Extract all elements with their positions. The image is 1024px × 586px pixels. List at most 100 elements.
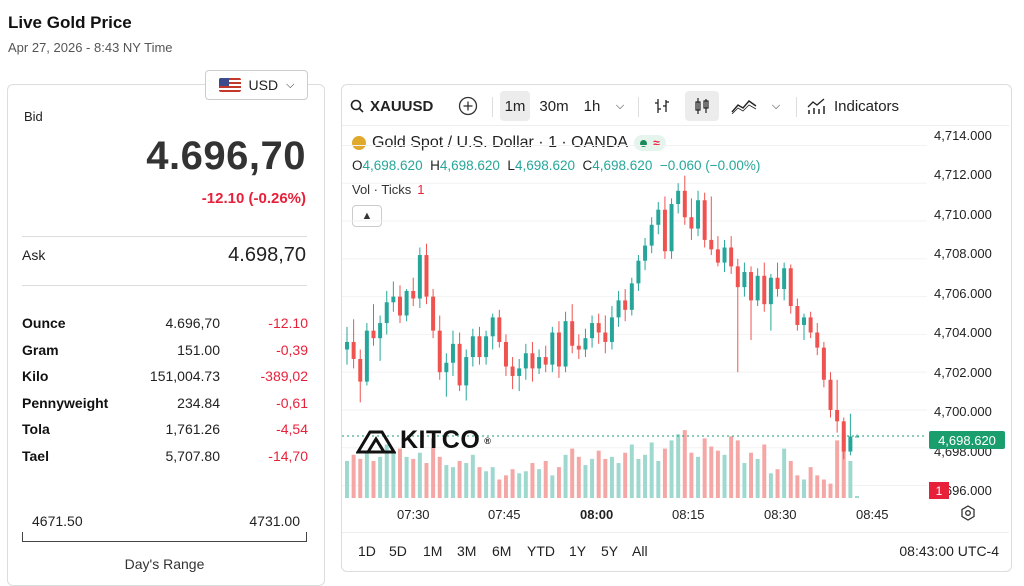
range-button-3m[interactable]: 3M xyxy=(457,543,477,559)
price-axis-label: 4,702.000 xyxy=(934,365,992,380)
candle-body xyxy=(503,341,508,367)
volume-bar xyxy=(609,456,614,498)
interval-30m[interactable]: 30m xyxy=(539,97,569,115)
chevron-down-icon: ⌵ xyxy=(615,99,625,112)
chart-widget xyxy=(341,84,1012,572)
candle-body xyxy=(768,277,773,305)
volume-bar xyxy=(543,460,548,498)
candle-body xyxy=(603,332,608,342)
interval-1m[interactable]: 1m xyxy=(500,91,530,121)
candle-body xyxy=(424,255,429,297)
currency-select[interactable]: USD ⌵ xyxy=(205,70,308,100)
unit-row: Tael 5,707.80 -14,70 xyxy=(22,448,308,468)
unit-name: Gram xyxy=(22,342,59,358)
unit-row: Kilo 151,004.73 -389,02 xyxy=(22,368,308,388)
range-button-1y[interactable]: 1Y xyxy=(569,543,587,559)
volume-bar xyxy=(815,475,820,498)
range-button-6m[interactable]: 6M xyxy=(492,543,512,559)
volume-bar xyxy=(835,440,840,498)
volume-bar xyxy=(603,458,608,498)
compare-symbol-button[interactable] xyxy=(454,91,482,121)
ask-label: Ask xyxy=(22,247,46,263)
range-button-1m[interactable]: 1M xyxy=(423,543,443,559)
volume-bar xyxy=(669,440,674,498)
time-axis-label: 07:30 xyxy=(397,507,430,522)
candle-body xyxy=(464,357,469,386)
line-style-button[interactable] xyxy=(728,91,760,121)
candle-body xyxy=(371,330,376,339)
volume-bar xyxy=(450,467,455,498)
candle-body xyxy=(788,268,793,307)
candle-body xyxy=(517,368,522,376)
ohlc-values: O4,698.620 H4,698.620 L4,698.620 C4,698.… xyxy=(352,158,760,173)
price-axis-label: 4,712.000 xyxy=(934,167,992,182)
candle-body xyxy=(848,436,853,452)
page-title: Live Gold Price xyxy=(8,13,132,32)
bar-style-button[interactable] xyxy=(648,91,676,121)
volume-bar xyxy=(503,475,508,498)
volume-bar xyxy=(715,450,720,498)
unit-name: Kilo xyxy=(22,368,49,384)
unit-row: Pennyweight 234.84 -0,61 xyxy=(22,395,308,415)
low-label: L xyxy=(507,158,515,173)
range-button-ytd[interactable]: YTD xyxy=(527,543,555,559)
candle-body xyxy=(643,245,648,261)
days-range-low: 4671.50 xyxy=(32,513,83,529)
volume-bar xyxy=(398,448,402,498)
range-button-all[interactable]: All xyxy=(632,543,648,559)
volume-bar xyxy=(510,469,515,498)
candle-body xyxy=(629,283,634,310)
volume-bar xyxy=(590,458,595,498)
volume-bar xyxy=(351,454,356,498)
candle-body xyxy=(543,357,548,365)
candle-body xyxy=(523,353,528,369)
volume-bar xyxy=(795,475,800,498)
volume-bar xyxy=(662,448,667,498)
bars-icon xyxy=(655,99,669,113)
toolbar-separator xyxy=(796,97,797,117)
symbol-search[interactable]: XAUUSD xyxy=(350,91,438,121)
volume-bar xyxy=(656,460,661,498)
volume-bar xyxy=(682,430,687,498)
candle-body xyxy=(550,332,555,365)
candle-body xyxy=(345,341,349,350)
chart-settings-button[interactable] xyxy=(960,505,976,525)
candle-body xyxy=(616,300,621,318)
volume-bar xyxy=(378,456,383,498)
indicators-button[interactable]: Indicators xyxy=(806,91,910,121)
candle-body xyxy=(596,323,601,333)
volume-bar xyxy=(358,458,363,498)
candle-body xyxy=(351,341,356,359)
volume-bar xyxy=(636,458,641,498)
toolbar-separator xyxy=(492,97,493,117)
range-button-5d[interactable]: 5D xyxy=(389,543,407,559)
chart-style-dropdown[interactable]: ⌵ xyxy=(766,91,786,121)
unit-name: Pennyweight xyxy=(22,395,109,411)
unit-name: Ounce xyxy=(22,315,66,331)
candle-body xyxy=(378,323,383,339)
candle-body xyxy=(497,317,502,342)
range-button-1d[interactable]: 1D xyxy=(358,543,376,559)
volume-bar xyxy=(709,446,714,498)
chart-toolbar: XAUUSD 1m 30m 1h ⌵ ⌵ Indicators xyxy=(342,85,1009,125)
candle-body xyxy=(530,353,535,369)
candle-body xyxy=(709,239,714,250)
ask-price: 4.698,70 xyxy=(228,244,306,266)
volume-bar xyxy=(583,465,588,498)
price-chart[interactable] xyxy=(342,126,927,500)
candle-body xyxy=(855,436,859,438)
bid-price: 4.696,70 xyxy=(146,134,306,178)
volume-bar xyxy=(775,469,780,498)
volume-bar xyxy=(563,454,568,498)
range-button-5y[interactable]: 5Y xyxy=(601,543,619,559)
candle-style-button[interactable] xyxy=(685,91,719,121)
volume-bar xyxy=(702,438,707,498)
interval-1h[interactable]: 1h xyxy=(583,97,601,115)
volume-bar xyxy=(484,471,489,498)
interval-dropdown[interactable]: ⌵ xyxy=(610,91,630,121)
volume-bar xyxy=(550,475,555,498)
volume-bar xyxy=(517,473,522,498)
gold-coin-icon xyxy=(352,136,366,150)
candle-body xyxy=(477,336,482,358)
divider xyxy=(22,236,307,237)
